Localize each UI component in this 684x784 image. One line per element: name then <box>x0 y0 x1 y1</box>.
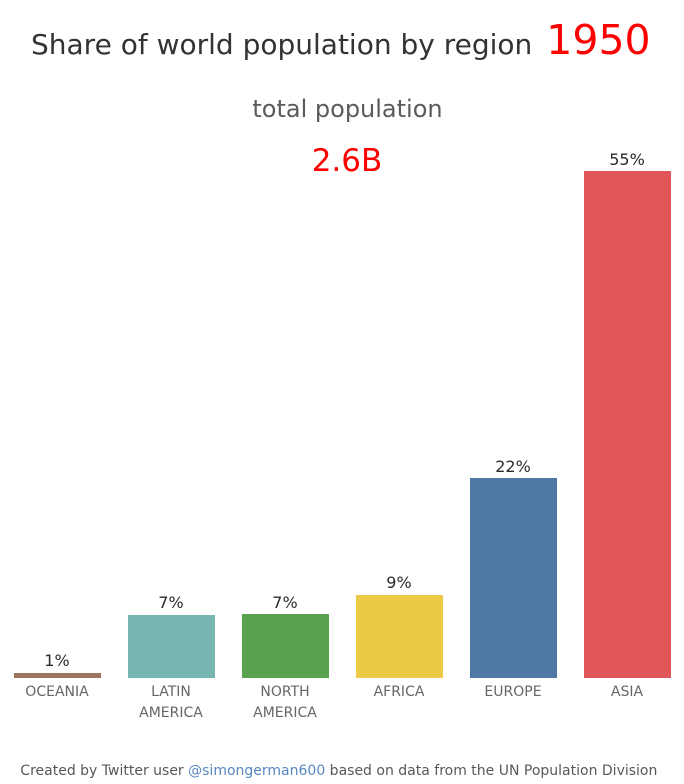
axis-label-europe: EUROPE <box>484 684 542 700</box>
caption-suffix: based on data from the UN Population Div… <box>325 762 658 779</box>
chart-title-text: Share of world population by region <box>31 27 533 61</box>
bar-value-label-latin-america: 7% <box>158 593 184 613</box>
subtitle-total-population: total population <box>252 94 443 123</box>
bar-group-asia: 55% ASIA <box>570 0 684 784</box>
bar-group-north-america: 7% NORTH AMERICA <box>228 0 342 784</box>
bar-africa[interactable] <box>355 594 443 678</box>
bar-europe[interactable] <box>469 478 557 678</box>
bar-value-label-europe: 22% <box>495 456 531 476</box>
bar-value-label-asia: 55% <box>609 149 645 169</box>
bar-group-latin-america: 7% LATIN AMERICA <box>114 0 228 784</box>
axis-label-north-america: NORTH AMERICA <box>253 684 317 721</box>
axis-label-oceania: OCEANIA <box>25 684 89 700</box>
bar-north-america[interactable] <box>241 614 329 678</box>
bar-value-label-oceania: 1% <box>44 651 70 671</box>
caption-prefix: Created by Twitter user <box>20 762 189 779</box>
bar-value-label-north-america: 7% <box>272 592 298 612</box>
bar-asia[interactable] <box>583 171 671 678</box>
caption-twitter-link[interactable]: @simongerman600 <box>188 762 326 779</box>
total-population-value: 2.6B <box>311 143 383 180</box>
bar-value-label-africa: 9% <box>386 573 412 593</box>
bar-group-europe: 22% EUROPE <box>456 0 570 784</box>
bar-group-oceania: 1% OCEANIA <box>0 0 114 784</box>
caption: Created by Twitter user @simongerman600 … <box>20 763 683 779</box>
chart-title-year: 1950 <box>546 15 651 64</box>
chart-title: Share of world population by region 1950 <box>31 16 651 64</box>
axis-label-africa: AFRICA <box>373 684 425 700</box>
axis-label-asia: ASIA <box>610 684 644 700</box>
bar-oceania[interactable] <box>13 672 101 678</box>
bar-group-africa: 9% AFRICA <box>342 0 456 784</box>
bar-latin-america[interactable] <box>127 614 215 678</box>
axis-label-latin-america: LATIN AMERICA <box>139 684 203 721</box>
